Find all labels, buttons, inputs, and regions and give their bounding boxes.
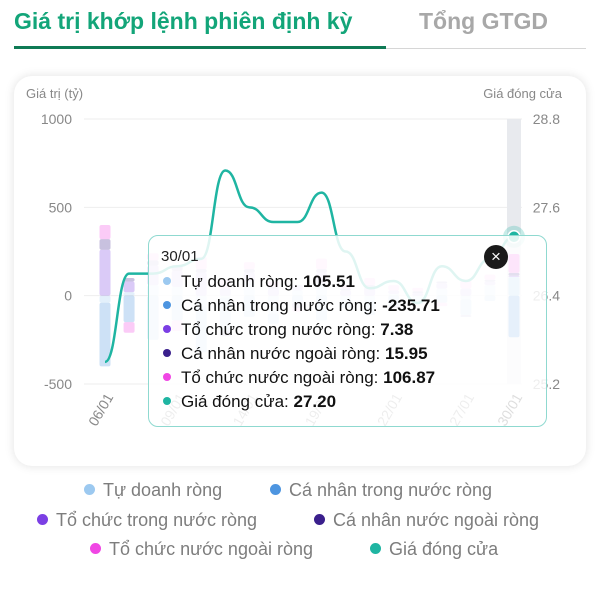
- to-chuc-trong-nuoc-dot-icon: [163, 324, 171, 333]
- tab-bar: Giá trị khớp lệnh phiên định kỳ Tổng GTG…: [0, 0, 600, 52]
- legend-dot-icon: [37, 513, 48, 525]
- left-tick-label: 0: [64, 288, 72, 304]
- tooltip-value: 7.38: [380, 320, 414, 339]
- left-tick-label: 1000: [41, 111, 72, 127]
- right-axis-label: Giá đóng cửa: [483, 86, 563, 101]
- tooltip-value: -235.71: [382, 296, 440, 315]
- legend-label: Giá đóng cửa: [389, 539, 499, 559]
- legend-label: Tổ chức trong nước ròng: [56, 510, 257, 530]
- tab-divider: [386, 48, 586, 49]
- bar-segment: [123, 292, 135, 296]
- tooltip-label: Tự doanh ròng:: [181, 272, 303, 291]
- bar-segment: [99, 249, 111, 296]
- tab-periodic-matching-value[interactable]: Giá trị khớp lệnh phiên định kỳ: [14, 8, 353, 34]
- close-icon[interactable]: ×: [484, 245, 508, 269]
- tooltip-label: Giá đóng cửa:: [181, 392, 294, 411]
- bar-segment: [99, 302, 111, 367]
- legend-item-to-chuc-trong-nuoc[interactable]: Tổ chức trong nước ròng: [37, 510, 257, 531]
- tooltip-label: Cá nhân trong nước ròng:: [181, 296, 383, 315]
- tooltip-value: 105.51: [302, 272, 355, 291]
- tooltip-label: Tổ chức trong nước ròng:: [181, 320, 381, 339]
- tooltip-row-to-chuc-trong-nuoc: Tổ chức trong nước ròng: 7.38: [163, 320, 413, 340]
- right-tick-label: 28.8: [533, 111, 560, 127]
- tooltip-row-to-chuc-nuoc-ngoai: Tổ chức nước ngoài ròng: 106.87: [163, 368, 435, 388]
- legend-dot-icon: [84, 483, 95, 495]
- legend-dot-icon: [90, 542, 101, 554]
- legend-label: Tự doanh ròng: [103, 480, 223, 500]
- legend-label: Tổ chức nước ngoài ròng: [109, 539, 314, 559]
- x-tick-label: 06/01: [85, 390, 116, 429]
- legend-label: Cá nhân trong nước ròng: [289, 480, 492, 500]
- tooltip-row-gia-dong-cua: Giá đóng cửa: 27.20: [163, 392, 336, 412]
- tab-total-trading-value[interactable]: Tổng GTGD: [419, 8, 549, 34]
- to-chuc-nuoc-ngoai-dot-icon: [163, 372, 171, 381]
- legend-item-to-chuc-nuoc-ngoai[interactable]: Tổ chức nước ngoài ròng: [90, 539, 313, 560]
- tooltip-label: Cá nhân nước ngoài ròng:: [181, 344, 385, 363]
- bar-segment: [99, 239, 111, 250]
- legend-dot-icon: [314, 513, 325, 525]
- bar-segment: [99, 225, 111, 240]
- active-tab-indicator: [14, 46, 386, 49]
- legend-item-tu-doanh[interactable]: Tự doanh ròng: [84, 480, 222, 501]
- legend-dot-icon: [370, 542, 381, 554]
- gia-dong-cua-dot-icon: [163, 396, 171, 405]
- tooltip-row-tu-doanh: Tự doanh ròng: 105.51: [163, 272, 355, 292]
- tooltip-value: 27.20: [293, 392, 337, 411]
- tooltip-value: 106.87: [383, 368, 436, 387]
- ca-nhan-nuoc-ngoai-dot-icon: [163, 348, 171, 357]
- bar-segment: [123, 295, 135, 323]
- tooltip-row-ca-nhan-nuoc-ngoai: Cá nhân nước ngoài ròng: 15.95: [163, 344, 428, 364]
- tooltip-value: 15.95: [385, 344, 428, 363]
- bar-segment: [123, 281, 135, 293]
- right-tick-label: 27.6: [533, 199, 560, 215]
- left-tick-label: -500: [44, 376, 72, 392]
- chart-card: Giá trị (tỷ) Giá đóng cửa 1000 28.8 500 27.6 0…: [14, 76, 586, 466]
- legend-label: Cá nhân nước ngoài ròng: [333, 510, 539, 530]
- left-tick-label: 500: [49, 199, 73, 215]
- bar-segment: [123, 322, 135, 333]
- bar-segment: [99, 295, 111, 303]
- chart-tooltip: 30/01 × Tự doanh ròng: 105.51 Cá nhân tr…: [148, 235, 547, 427]
- ca-nhan-trong-nuoc-dot-icon: [163, 300, 171, 309]
- left-axis-label: Giá trị (tỷ): [26, 86, 83, 101]
- legend-item-gia-dong-cua[interactable]: Giá đóng cửa: [370, 539, 498, 560]
- bar-segment: [123, 278, 135, 282]
- legend-dot-icon: [270, 483, 281, 495]
- tooltip-label: Tổ chức nước ngoài ròng:: [181, 368, 384, 387]
- tooltip-row-ca-nhan-trong-nuoc: Cá nhân trong nước ròng: -235.71: [163, 296, 440, 316]
- tu-doanh-dot-icon: [163, 276, 171, 285]
- legend-item-ca-nhan-trong-nuoc[interactable]: Cá nhân trong nước ròng: [270, 480, 492, 501]
- legend-item-ca-nhan-nuoc-ngoai[interactable]: Cá nhân nước ngoài ròng: [314, 510, 539, 531]
- tooltip-date: 30/01: [161, 248, 199, 265]
